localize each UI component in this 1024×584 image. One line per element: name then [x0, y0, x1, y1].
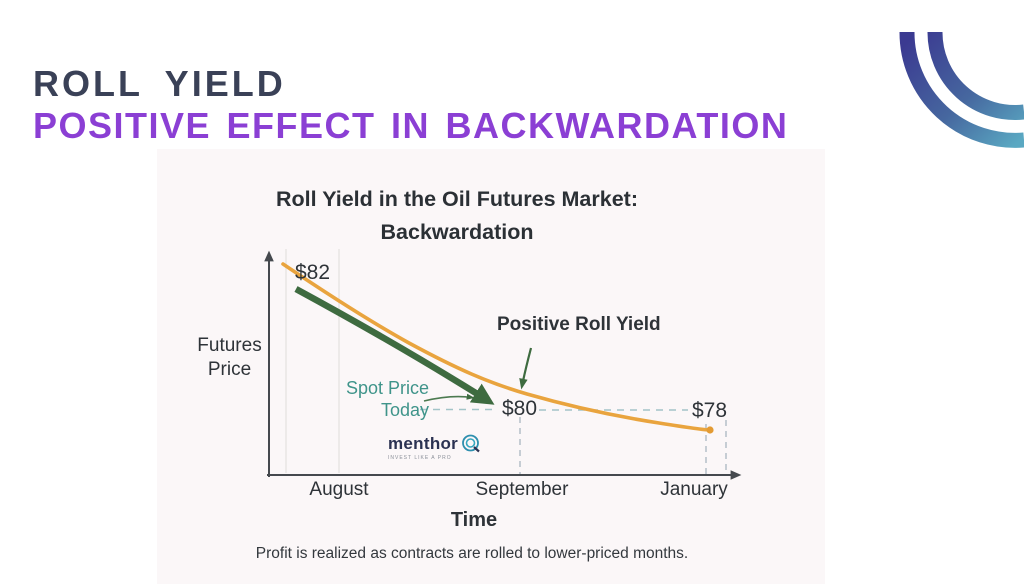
chart-caption: Profit is realized as contracts are roll… — [255, 545, 689, 562]
y-axis-label-line1: Futures — [197, 335, 262, 356]
price-label-82: $82 — [295, 261, 331, 284]
spot-price-today-label: Spot Price Today — [307, 377, 429, 421]
chart-title-line2: Backwardation — [380, 220, 534, 244]
menthorq-tagline: INVEST LIKE A PRO — [388, 455, 452, 461]
positive-roll-yield-label: Positive Roll Yield — [497, 314, 661, 335]
price-label-78: $78 — [692, 399, 728, 422]
chart-canvas — [264, 249, 742, 480]
q-swirl-icon — [462, 434, 480, 453]
gridlines — [285, 249, 340, 473]
x-tick-august: August — [309, 479, 369, 500]
x-axis-label: Time — [450, 509, 498, 531]
double-arc-logo-icon — [899, 31, 1024, 148]
menthorq-brand-text: menthor — [388, 433, 459, 453]
futures-price-curve — [281, 262, 712, 432]
chart-title: Roll Yield in the Oil Futures Market: Ba… — [157, 183, 757, 249]
spot-price-line2: Today — [380, 400, 429, 420]
y-axis-label: Futures Price — [182, 334, 277, 382]
page-subtitle: POSITIVE EFFECT IN BACKWARDATION — [33, 105, 789, 146]
x-tick-september: September — [475, 479, 569, 500]
y-axis-label-line2: Price — [207, 359, 252, 380]
x-tick-january: January — [660, 479, 728, 500]
price-label-80: $80 — [502, 397, 538, 420]
spot-price-arrow — [423, 393, 475, 402]
menthorq-logo: menthor INVEST LIKE A PRO — [388, 433, 481, 461]
page-title: ROLL YIELD — [33, 63, 286, 104]
price-decline-arrow — [294, 286, 495, 405]
roll-yield-pointer-arrow — [519, 347, 533, 390]
chart-panel: Roll Yield in the Oil Futures Market: Ba… — [157, 149, 825, 584]
spot-price-line1: Spot Price — [345, 378, 429, 398]
curve-end-dot — [706, 426, 714, 434]
chart-title-line1: Roll Yield in the Oil Futures Market: — [276, 187, 638, 211]
